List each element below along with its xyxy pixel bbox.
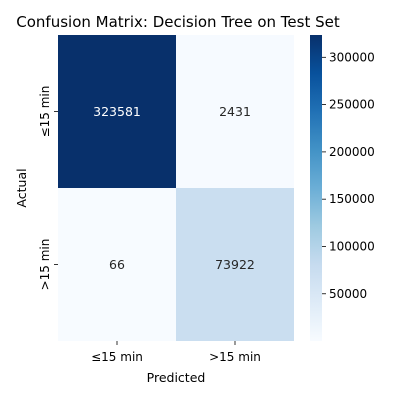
x-axis-label: Predicted <box>147 370 206 385</box>
colorbar-tick-label-2: 150000 <box>329 192 375 206</box>
cell-value-r0-c0: 323581 <box>93 104 141 119</box>
x-tick-label-0: ≤15 min <box>91 350 143 364</box>
colorbar-tick-label-1: 100000 <box>329 239 375 253</box>
colorbar-ticks: 50000 100000 150000 200000 250000 300000 <box>322 50 375 301</box>
heatmap-cell-labels: 323581 2431 66 73922 <box>93 104 255 272</box>
cell-value-r1-c1: 73922 <box>215 257 255 272</box>
colorbar-tick-label-4: 250000 <box>329 98 375 112</box>
cell-value-r0-c1: 2431 <box>219 104 251 119</box>
colorbar-tick-label-3: 200000 <box>329 145 375 159</box>
heatmap-cell-r1-c1 <box>176 188 294 341</box>
y-axis-label: Actual <box>14 168 29 207</box>
colorbar-tick-label-0: 50000 <box>329 287 367 301</box>
chart-title: Confusion Matrix: Decision Tree on Test … <box>16 13 340 31</box>
heatmap-cell-r0-c1 <box>176 35 294 188</box>
y-axis-ticks: ≤15 min >15 min <box>38 86 58 291</box>
y-tick-label-0: ≤15 min <box>38 86 52 138</box>
y-tick-label-1: >15 min <box>38 239 52 291</box>
colorbar <box>310 35 322 341</box>
x-tick-label-1: >15 min <box>209 350 261 364</box>
cell-value-r1-c0: 66 <box>109 257 125 272</box>
heatmap-cell-r0-c0 <box>58 35 176 188</box>
colorbar-tick-label-5: 300000 <box>329 50 375 64</box>
heatmap-cells <box>58 35 294 341</box>
heatmap-cell-r1-c0 <box>58 188 176 341</box>
x-axis-ticks: ≤15 min >15 min <box>91 341 261 364</box>
